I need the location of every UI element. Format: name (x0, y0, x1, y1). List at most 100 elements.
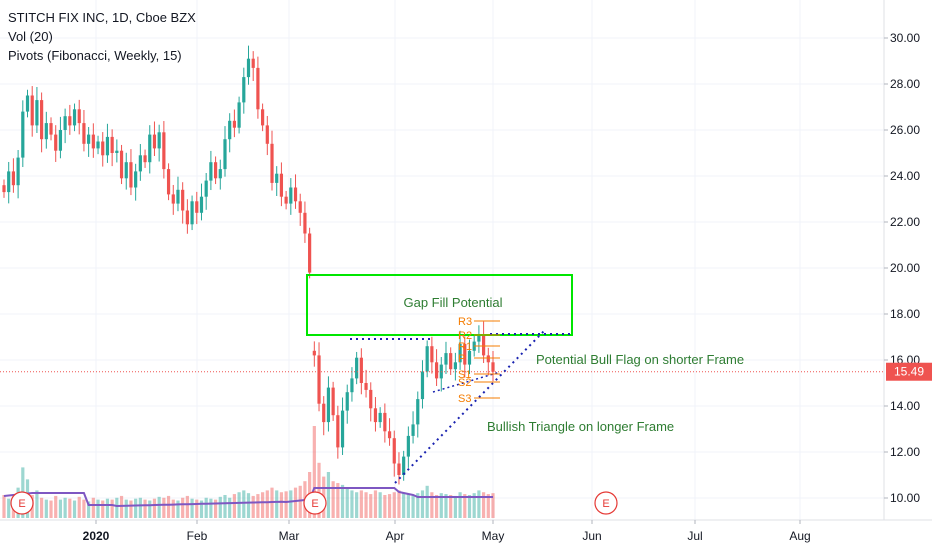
earnings-marker[interactable]: E (10, 491, 34, 515)
candle[interactable] (199, 183, 204, 221)
candle[interactable] (383, 403, 387, 443)
candle[interactable] (463, 336, 467, 378)
flag-lower-line[interactable] (432, 371, 501, 393)
candle[interactable] (453, 352, 457, 381)
candle[interactable] (40, 92, 44, 153)
pivots-legend[interactable]: Pivots (Fibonacci, Weekly, 15) (8, 48, 182, 63)
candle[interactable] (96, 135, 100, 155)
candle[interactable] (176, 176, 180, 212)
candle[interactable] (378, 407, 382, 428)
candle[interactable] (223, 126, 227, 177)
candle[interactable] (284, 190, 288, 210)
gap-fill-box[interactable] (306, 274, 573, 336)
candle[interactable] (54, 125, 58, 162)
candle[interactable] (322, 396, 326, 436)
candle[interactable] (467, 339, 472, 375)
candle[interactable] (387, 418, 392, 446)
candle[interactable] (373, 397, 378, 432)
candle[interactable] (434, 349, 439, 386)
candle[interactable] (218, 159, 222, 190)
candle[interactable] (105, 123, 110, 163)
candle[interactable] (425, 340, 429, 378)
candle[interactable] (256, 56, 260, 119)
candle[interactable] (275, 166, 279, 197)
price-axis[interactable]: 10.0012.0014.0016.0018.0020.0022.0024.00… (884, 31, 920, 505)
candle[interactable] (2, 179, 6, 198)
candle[interactable] (119, 144, 124, 185)
candle[interactable] (232, 109, 236, 138)
candle[interactable] (402, 450, 406, 481)
candle[interactable] (138, 144, 142, 181)
candle[interactable] (49, 117, 53, 141)
candle[interactable] (336, 405, 340, 459)
candle[interactable] (115, 139, 119, 163)
candle[interactable] (237, 96, 241, 134)
candle[interactable] (420, 360, 425, 409)
candle[interactable] (35, 86, 39, 133)
candle[interactable] (340, 397, 345, 455)
candle[interactable] (326, 376, 331, 432)
candle[interactable] (195, 191, 199, 225)
candle[interactable] (458, 330, 462, 370)
candle[interactable] (369, 382, 373, 422)
candle[interactable] (265, 115, 269, 156)
candle[interactable] (251, 51, 255, 82)
volume-legend[interactable]: Vol (20) (8, 29, 53, 44)
candle[interactable] (303, 201, 307, 243)
candle[interactable] (246, 45, 251, 85)
candle[interactable] (242, 67, 246, 114)
candle[interactable] (350, 367, 354, 402)
candle[interactable] (486, 347, 490, 376)
candle[interactable] (87, 127, 91, 157)
candle[interactable] (481, 321, 486, 363)
candle[interactable] (397, 452, 401, 485)
candle[interactable] (181, 182, 185, 224)
candle[interactable] (289, 178, 293, 215)
candle[interactable] (449, 347, 453, 375)
candle[interactable] (25, 89, 30, 118)
candle[interactable] (162, 121, 166, 179)
candle[interactable] (355, 351, 359, 385)
candle[interactable] (91, 123, 95, 158)
candle[interactable] (477, 325, 481, 353)
candle[interactable] (171, 184, 175, 215)
candle[interactable] (298, 193, 302, 226)
candle[interactable] (430, 336, 434, 374)
candle[interactable] (293, 174, 298, 209)
candle[interactable] (148, 125, 152, 174)
candlesticks[interactable] (2, 45, 495, 485)
candle[interactable] (21, 100, 25, 168)
candle[interactable] (411, 411, 415, 444)
candle[interactable] (30, 86, 34, 137)
candle[interactable] (308, 227, 312, 279)
time-axis[interactable]: 2020 Feb Mar Apr May Jun Jul Aug (83, 520, 811, 543)
earnings-marker[interactable]: E (594, 491, 618, 515)
candle[interactable] (209, 150, 213, 191)
candle[interactable] (11, 158, 16, 193)
candle[interactable] (63, 108, 67, 144)
candle[interactable] (190, 195, 194, 231)
candle[interactable] (110, 129, 114, 167)
candle[interactable] (359, 348, 363, 395)
candle[interactable] (491, 351, 495, 382)
symbol-title[interactable]: STITCH FIX INC, 1D, Cboe BZX (8, 10, 196, 25)
candle[interactable] (204, 173, 208, 210)
candle[interactable] (44, 111, 48, 149)
candle[interactable] (416, 391, 420, 438)
candle[interactable] (406, 426, 410, 468)
candle[interactable] (331, 381, 335, 421)
candle[interactable] (270, 130, 274, 191)
candle[interactable] (261, 103, 265, 132)
earnings-marker[interactable]: E (303, 491, 327, 515)
candle[interactable] (345, 384, 349, 424)
candle[interactable] (312, 341, 316, 367)
candle[interactable] (392, 430, 396, 477)
candle[interactable] (143, 149, 147, 168)
candle[interactable] (228, 113, 232, 153)
candle[interactable] (124, 152, 128, 190)
candle[interactable] (364, 369, 368, 398)
candle[interactable] (439, 357, 443, 392)
candle[interactable] (58, 116, 63, 159)
